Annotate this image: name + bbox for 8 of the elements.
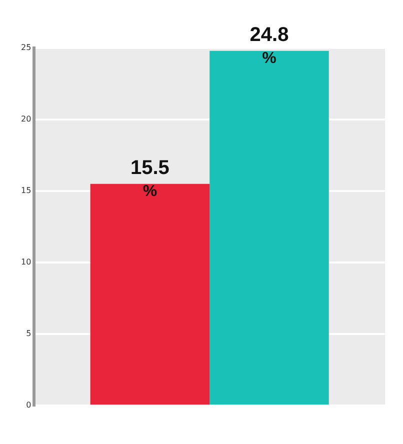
- y-tick-label: 10: [20, 258, 32, 267]
- y-tick-label: 5: [26, 329, 32, 338]
- data-label: 15.5 %: [130, 156, 170, 200]
- y-tick-label: 25: [20, 43, 32, 52]
- y-tick-label: 0: [26, 400, 32, 410]
- y-tick-label: 15: [20, 186, 32, 196]
- y-tick-label: 20: [20, 114, 32, 124]
- data-label: 24.8 %: [250, 24, 289, 67]
